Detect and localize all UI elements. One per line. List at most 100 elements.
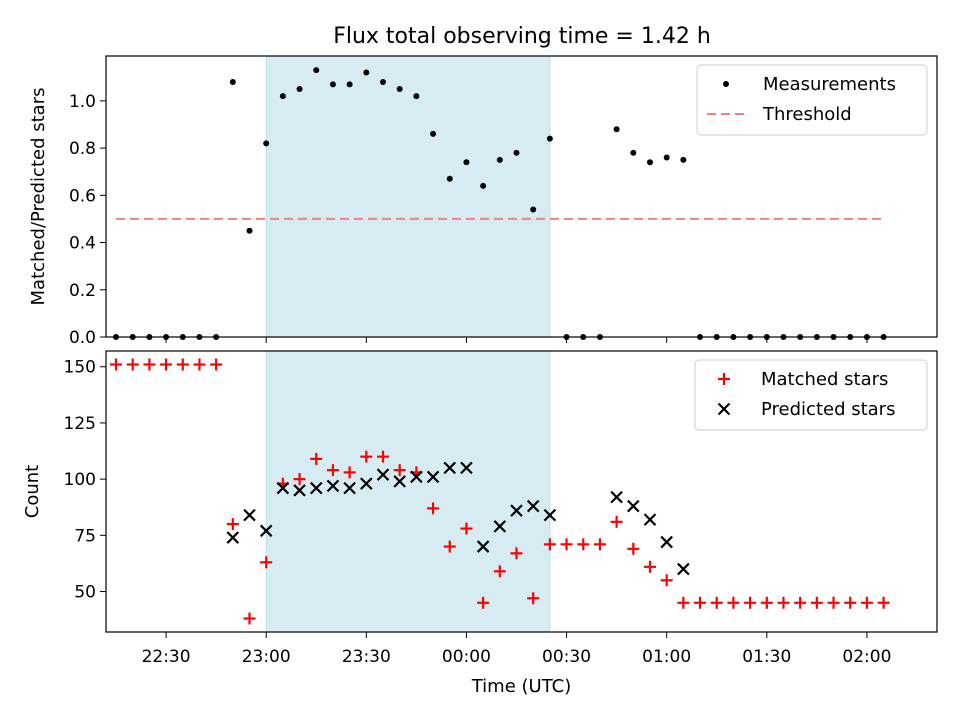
x-tick-label: 02:00 bbox=[842, 647, 891, 667]
shaded-observing-interval bbox=[265, 350, 551, 633]
data-point bbox=[110, 358, 123, 371]
data-point bbox=[296, 86, 303, 93]
data-point bbox=[877, 596, 890, 609]
data-point bbox=[343, 466, 356, 479]
data-point bbox=[326, 479, 340, 493]
data-point bbox=[226, 518, 239, 531]
data-point bbox=[660, 574, 673, 587]
data-point bbox=[860, 596, 873, 609]
chart-title: Flux total observing time = 1.42 h bbox=[333, 24, 711, 49]
x-tick-label: 01:30 bbox=[742, 647, 791, 667]
y-tick-label: 150 bbox=[64, 358, 96, 378]
data-point bbox=[443, 540, 456, 553]
data-point bbox=[176, 358, 189, 371]
data-point bbox=[694, 596, 707, 609]
data-point bbox=[643, 560, 656, 573]
data-point bbox=[309, 481, 323, 495]
data-point bbox=[794, 596, 807, 609]
data-point bbox=[513, 149, 520, 156]
data-point bbox=[680, 156, 687, 163]
data-point bbox=[527, 592, 540, 605]
data-point bbox=[477, 596, 490, 609]
data-point bbox=[260, 556, 273, 569]
data-point bbox=[627, 499, 640, 513]
top-panel-measurements: 0.0 0.2 0.4 0.6 0.8 1.0 Matched/Predicted star… bbox=[28, 55, 938, 348]
data-point bbox=[460, 461, 473, 475]
data-point bbox=[844, 596, 857, 609]
data-point bbox=[193, 358, 206, 371]
x-tick-label: 22:30 bbox=[142, 647, 191, 667]
axes-frame bbox=[105, 350, 938, 633]
data-point bbox=[293, 473, 306, 486]
data-point bbox=[710, 596, 723, 609]
legend: Matched stars Predicted stars bbox=[694, 359, 928, 431]
data-point bbox=[346, 81, 353, 88]
data-point bbox=[496, 156, 503, 163]
data-point bbox=[530, 206, 537, 213]
x-tick-label: 23:00 bbox=[242, 647, 291, 667]
y-tick-label: 0.6 bbox=[69, 186, 96, 206]
legend-label: Predicted stars bbox=[761, 399, 895, 420]
data-point bbox=[744, 596, 757, 609]
data-point bbox=[243, 612, 256, 625]
legend-label: Matched stars bbox=[761, 369, 888, 390]
data-point bbox=[460, 522, 473, 535]
data-point bbox=[276, 481, 290, 495]
y-tick-label: 0.8 bbox=[69, 139, 96, 159]
data-point bbox=[329, 81, 336, 88]
y-tick-label: 0.0 bbox=[69, 328, 96, 348]
data-point bbox=[410, 470, 423, 484]
data-point bbox=[480, 182, 487, 189]
data-point bbox=[263, 140, 270, 147]
data-point bbox=[443, 461, 457, 475]
data-point bbox=[677, 562, 690, 576]
data-point bbox=[210, 358, 223, 371]
x-tick-label: 01:00 bbox=[642, 647, 691, 667]
data-point bbox=[226, 531, 240, 544]
data-point bbox=[646, 159, 653, 166]
legend: Measurements Threshold bbox=[696, 64, 928, 136]
x-axis-label: Time (UTC) bbox=[471, 676, 572, 697]
data-point bbox=[376, 468, 390, 481]
y-tick-label: 75 bbox=[74, 526, 96, 546]
data-point bbox=[660, 535, 673, 549]
data-point bbox=[279, 93, 286, 100]
data-point bbox=[543, 508, 557, 522]
data-point bbox=[577, 538, 590, 551]
data-point bbox=[380, 78, 386, 85]
data-point bbox=[427, 502, 440, 515]
legend-plus-swatch bbox=[718, 373, 730, 385]
data-point bbox=[343, 481, 356, 495]
data-point bbox=[760, 596, 773, 609]
data-point bbox=[630, 149, 637, 156]
y-tick-label: 50 bbox=[74, 583, 96, 603]
x-tick-label: 00:00 bbox=[442, 647, 491, 667]
data-point bbox=[613, 126, 620, 133]
data-point bbox=[396, 86, 403, 93]
y-tick-label: 0.4 bbox=[69, 234, 96, 254]
x-tick-label: 00:30 bbox=[542, 647, 591, 667]
data-point bbox=[463, 159, 470, 166]
data-point bbox=[827, 596, 840, 609]
y-tick-label: 125 bbox=[64, 414, 96, 434]
data-point bbox=[526, 499, 540, 513]
data-point bbox=[430, 130, 437, 137]
data-point bbox=[160, 358, 173, 371]
data-point bbox=[476, 540, 490, 553]
data-point bbox=[229, 78, 236, 85]
y-axis-label: Matched/Predicted stars bbox=[28, 88, 49, 306]
data-point bbox=[243, 508, 256, 522]
legend-x-swatch bbox=[717, 402, 731, 416]
data-point bbox=[727, 596, 740, 609]
y-tick-label: 0.2 bbox=[69, 281, 96, 301]
y-tick-label: 100 bbox=[64, 470, 96, 490]
data-point bbox=[293, 484, 306, 497]
data-point bbox=[426, 470, 440, 484]
data-point bbox=[143, 358, 156, 371]
data-point bbox=[677, 596, 690, 609]
data-point bbox=[446, 175, 453, 182]
data-point bbox=[363, 69, 370, 76]
data-point bbox=[546, 135, 553, 142]
data-point bbox=[593, 538, 606, 551]
data-point bbox=[610, 515, 623, 528]
